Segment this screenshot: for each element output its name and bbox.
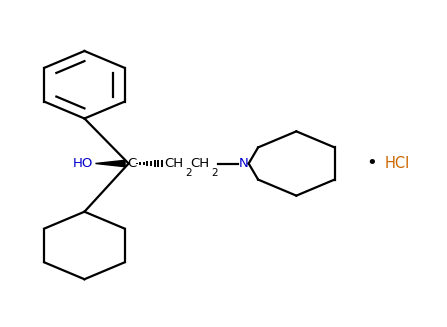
Text: 2: 2 (185, 168, 192, 178)
Polygon shape (96, 160, 125, 167)
Text: C: C (127, 157, 137, 170)
Text: •: • (366, 154, 377, 173)
Text: HCl: HCl (384, 156, 410, 171)
Text: 2: 2 (211, 168, 218, 178)
Text: CH: CH (190, 157, 210, 170)
Text: HO: HO (73, 157, 93, 170)
Text: N: N (239, 157, 248, 170)
Text: CH: CH (164, 157, 183, 170)
